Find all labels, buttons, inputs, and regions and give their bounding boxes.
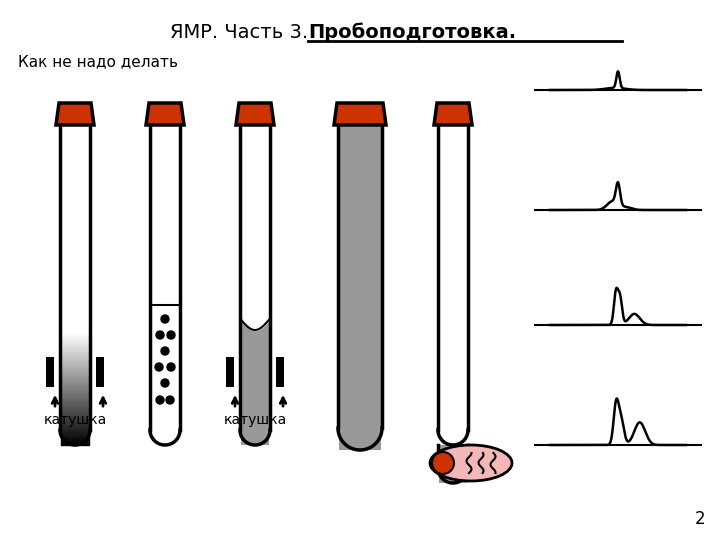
Bar — [226, 357, 234, 387]
Polygon shape — [236, 103, 274, 125]
Bar — [339, 125, 381, 450]
Circle shape — [167, 331, 175, 339]
Text: Как не надо делать: Как не надо делать — [18, 55, 178, 70]
Circle shape — [156, 396, 164, 404]
Bar — [61, 125, 89, 445]
Circle shape — [166, 396, 174, 404]
Bar — [46, 357, 54, 387]
Polygon shape — [334, 103, 386, 125]
Text: катушка: катушка — [43, 413, 107, 427]
Polygon shape — [339, 428, 381, 449]
Circle shape — [156, 331, 164, 339]
Text: ЯМР. Часть 3.: ЯМР. Часть 3. — [170, 23, 320, 42]
Ellipse shape — [430, 445, 512, 481]
Circle shape — [161, 379, 169, 387]
Circle shape — [155, 363, 163, 371]
Bar — [151, 125, 179, 445]
Bar — [241, 320, 269, 445]
Text: катушка: катушка — [223, 413, 287, 427]
Circle shape — [161, 347, 169, 355]
Polygon shape — [434, 103, 472, 125]
Polygon shape — [241, 430, 269, 444]
Polygon shape — [56, 103, 94, 125]
Bar — [241, 125, 269, 445]
Bar — [276, 357, 284, 387]
Text: 2: 2 — [694, 510, 705, 528]
Circle shape — [432, 452, 454, 474]
Polygon shape — [146, 103, 184, 125]
Bar — [96, 357, 104, 387]
Bar — [439, 125, 467, 445]
Circle shape — [161, 315, 169, 323]
Circle shape — [167, 363, 175, 371]
Text: Пробоподготовка.: Пробоподготовка. — [308, 22, 516, 42]
Bar — [439, 445, 467, 483]
